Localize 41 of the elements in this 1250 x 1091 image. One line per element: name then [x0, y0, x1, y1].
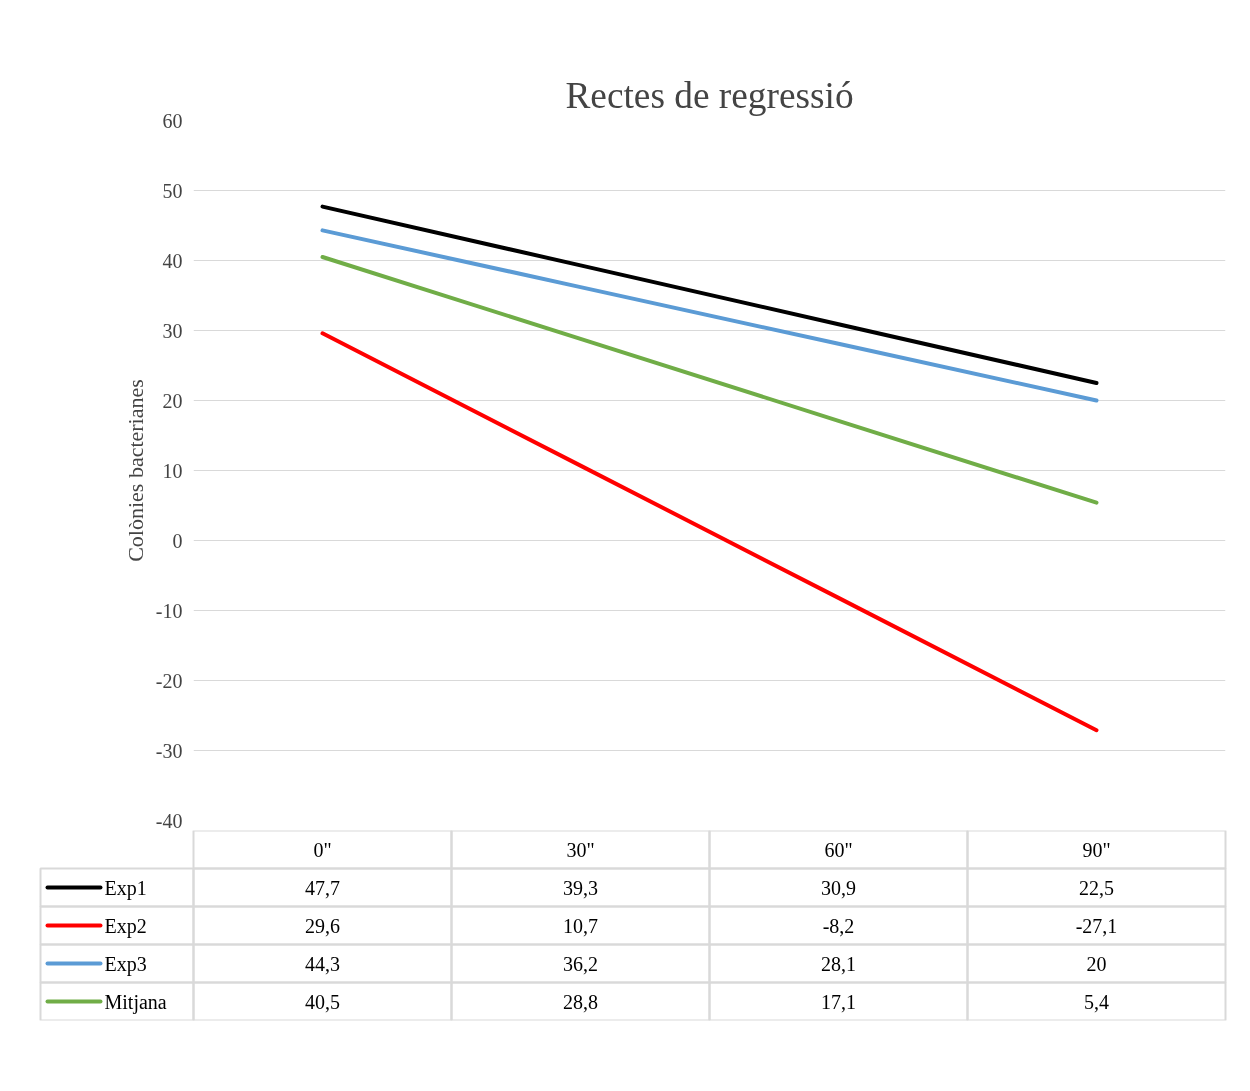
y-tick-label: -40: [155, 809, 183, 832]
data-label: 36,2: [563, 952, 598, 975]
y-tick-label: -30: [155, 739, 183, 762]
data-label: 10,7: [563, 914, 598, 937]
data-label: 29,6: [305, 914, 340, 937]
y-tick-label: 20: [162, 389, 183, 412]
x-tick-label: 60": [824, 838, 853, 861]
data-label: 5,4: [1084, 990, 1109, 1013]
y-tick-label: 30: [162, 319, 183, 342]
data-label: 22,5: [1079, 876, 1114, 899]
y-tick-label: 60: [162, 109, 183, 132]
line-series: [320, 255, 1099, 505]
y-tick-label: -20: [155, 669, 183, 692]
data-label: 47,7: [305, 876, 340, 899]
legend-label: Mitjana: [104, 990, 167, 1014]
x-tick-label: 30": [566, 838, 595, 861]
x-tick-label: 0": [313, 838, 332, 861]
line-series: [320, 331, 1099, 733]
y-tick-label: 0: [172, 529, 183, 552]
data-label: 44,3: [305, 952, 340, 975]
line-series: [320, 204, 1099, 385]
data-label: 28,8: [563, 990, 598, 1013]
chart-title: Rectes de regressió: [565, 74, 854, 116]
x-tick-label: 90": [1082, 838, 1111, 861]
data-label: 30,9: [821, 876, 856, 899]
data-label: -27,1: [1075, 914, 1118, 937]
data-label: 17,1: [821, 990, 856, 1013]
data-label: 39,3: [563, 876, 598, 899]
y-tick-label: 10: [162, 459, 183, 482]
y-tick-label: 50: [162, 179, 183, 202]
y-axis-title: Colònies bacterianes: [122, 379, 148, 562]
legend-label: Exp3: [104, 952, 147, 976]
data-label: 28,1: [821, 952, 856, 975]
line-series: [320, 228, 1099, 403]
data-label: 40,5: [305, 990, 340, 1013]
legend-label: Exp2: [104, 914, 147, 938]
data-label: 20: [1086, 952, 1107, 975]
y-tick-label: -10: [155, 599, 183, 622]
y-tick-label: 40: [162, 249, 183, 272]
data-label: -8,2: [822, 914, 855, 937]
legend-label: Exp1: [104, 876, 147, 900]
